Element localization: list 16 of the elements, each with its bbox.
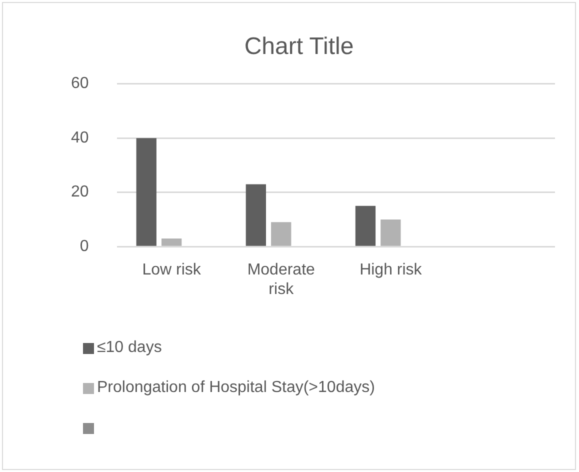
y-tick-label: 40 [71, 129, 89, 146]
legend-label: ≤10 days [97, 339, 162, 357]
bar [246, 184, 266, 246]
bar [355, 206, 376, 246]
x-tick-label: High risk [360, 262, 423, 279]
y-tick-label: 20 [71, 184, 89, 201]
x-tick-label: Low risk [142, 262, 202, 279]
bar [380, 219, 401, 246]
bar [271, 222, 292, 246]
bar [161, 238, 182, 246]
chart-title: Chart Title [244, 33, 354, 60]
y-tick-label: 0 [80, 238, 89, 256]
y-tick-label: 60 [71, 75, 89, 92]
legend-label: Prolongation of Hospital Stay(>10days) [97, 379, 375, 397]
x-tick-label: Moderate risk [247, 262, 316, 298]
bar [136, 138, 156, 246]
